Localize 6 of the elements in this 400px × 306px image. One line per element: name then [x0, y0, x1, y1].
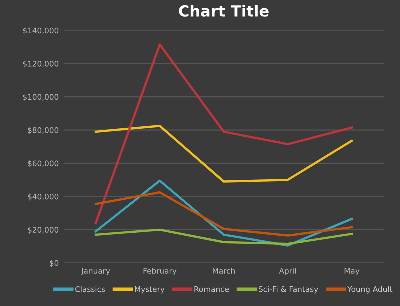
chart-title: Chart Title — [179, 5, 269, 17]
line-series — [94, 125, 354, 183]
line-series — [94, 44, 354, 224]
line-series — [94, 180, 354, 247]
line-series — [94, 228, 354, 246]
line-series — [94, 191, 354, 237]
